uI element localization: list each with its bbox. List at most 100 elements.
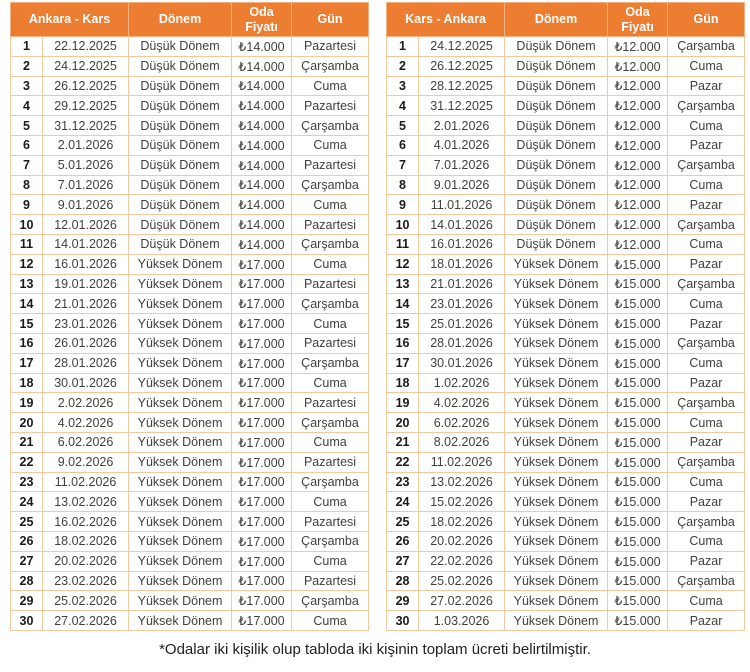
column-header-price: Oda Fiyatı bbox=[607, 2, 669, 37]
date-cell: 18.02.2026 bbox=[41, 530, 130, 552]
date-cell: 28.01.2026 bbox=[41, 352, 130, 374]
price-cell: ₺17.000 bbox=[231, 451, 293, 473]
price-cell: ₺17.000 bbox=[231, 471, 293, 493]
period-cell: Düşük Dönem bbox=[504, 75, 609, 97]
date-cell: 13.02.2026 bbox=[41, 491, 130, 513]
table-row: 28 23.02.2026 Yüksek Dönem ₺17.000 Pazartesi bbox=[10, 570, 370, 592]
period-cell: Yüksek Dönem bbox=[504, 352, 609, 374]
row-number: 17 bbox=[386, 352, 420, 374]
day-cell: Çarşamba bbox=[291, 412, 370, 433]
price-cell: ₺17.000 bbox=[231, 253, 293, 275]
row-number: 16 bbox=[10, 332, 43, 354]
price-cell: ₺17.000 bbox=[231, 293, 293, 315]
row-number: 9 bbox=[10, 194, 43, 216]
row-number: 15 bbox=[386, 313, 420, 334]
period-cell: Yüksek Dönem bbox=[128, 392, 233, 414]
date-cell: 12.01.2026 bbox=[41, 214, 130, 235]
row-number: 11 bbox=[386, 233, 420, 255]
day-cell: Çarşamba bbox=[291, 293, 370, 315]
period-cell: Yüksek Dönem bbox=[504, 392, 609, 414]
table-row: 3 26.12.2025 Düşük Dönem ₺14.000 Cuma bbox=[10, 75, 370, 97]
date-cell: 7.01.2026 bbox=[41, 174, 130, 196]
day-cell: Pazar bbox=[667, 253, 746, 275]
period-cell: Yüksek Dönem bbox=[128, 570, 233, 592]
row-number: 1 bbox=[10, 36, 43, 57]
price-cell: ₺12.000 bbox=[607, 55, 669, 77]
date-cell: 29.12.2025 bbox=[41, 95, 130, 117]
row-number: 29 bbox=[10, 590, 43, 612]
date-cell: 31.12.2025 bbox=[41, 115, 130, 136]
period-cell: Yüksek Dönem bbox=[128, 352, 233, 374]
period-cell: Yüksek Dönem bbox=[504, 372, 609, 394]
price-cell: ₺15.000 bbox=[607, 253, 669, 275]
row-number: 20 bbox=[386, 412, 420, 433]
price-cell: ₺12.000 bbox=[607, 115, 669, 136]
row-number: 27 bbox=[10, 550, 43, 572]
day-cell: Cuma bbox=[667, 352, 746, 374]
price-cell: ₺15.000 bbox=[607, 590, 669, 612]
date-cell: 24.12.2025 bbox=[41, 55, 130, 77]
date-cell: 25.02.2026 bbox=[418, 570, 506, 592]
day-cell: Çarşamba bbox=[291, 471, 370, 493]
table-row: 29 25.02.2026 Yüksek Dönem ₺17.000 Çarşamba bbox=[10, 590, 370, 612]
row-number: 26 bbox=[10, 530, 43, 552]
table-row: 9 9.01.2026 Düşük Dönem ₺14.000 Cuma bbox=[10, 194, 370, 216]
period-cell: Yüksek Dönem bbox=[128, 412, 233, 433]
day-cell: Pazartesi bbox=[291, 95, 370, 117]
row-number: 10 bbox=[386, 214, 420, 235]
day-cell: Çarşamba bbox=[291, 55, 370, 77]
price-cell: ₺15.000 bbox=[607, 550, 669, 572]
row-number: 18 bbox=[386, 372, 420, 394]
row-number: 22 bbox=[386, 451, 420, 473]
price-cell: ₺14.000 bbox=[231, 55, 293, 77]
period-cell: Düşük Dönem bbox=[128, 154, 233, 176]
date-cell: 16.01.2026 bbox=[418, 233, 506, 255]
period-cell: Yüksek Dönem bbox=[128, 332, 233, 354]
row-number: 14 bbox=[10, 293, 43, 315]
price-cell: ₺14.000 bbox=[231, 75, 293, 97]
price-cell: ₺14.000 bbox=[231, 95, 293, 117]
row-number: 5 bbox=[10, 115, 43, 136]
table-row: 24 13.02.2026 Yüksek Dönem ₺17.000 Cuma bbox=[10, 491, 370, 513]
period-cell: Düşük Dönem bbox=[504, 115, 609, 136]
day-cell: Çarşamba bbox=[667, 36, 746, 57]
price-cell: ₺12.000 bbox=[607, 214, 669, 235]
table-row: 16 26.01.2026 Yüksek Dönem ₺17.000 Pazartesi bbox=[10, 332, 370, 354]
table-row: 12 18.01.2026 Yüksek Dönem ₺15.000 Pazar bbox=[386, 253, 746, 275]
table-row: 15 23.01.2026 Yüksek Dönem ₺17.000 Cuma bbox=[10, 313, 370, 334]
column-header-day: Gün bbox=[667, 2, 746, 37]
date-cell: 27.02.2026 bbox=[41, 610, 130, 631]
period-cell: Düşük Dönem bbox=[504, 233, 609, 255]
table-row: 2 26.12.2025 Düşük Dönem ₺12.000 Cuma bbox=[386, 55, 746, 77]
price-cell: ₺12.000 bbox=[607, 36, 669, 57]
column-header-day: Gün bbox=[291, 2, 370, 37]
period-cell: Yüksek Dönem bbox=[504, 511, 609, 532]
row-number: 25 bbox=[386, 511, 420, 532]
day-cell: Çarşamba bbox=[291, 530, 370, 552]
date-cell: 31.12.2025 bbox=[418, 95, 506, 117]
price-cell: ₺17.000 bbox=[231, 313, 293, 334]
period-cell: Yüksek Dönem bbox=[128, 530, 233, 552]
table-row: 6 4.01.2026 Düşük Dönem ₺12.000 Pazar bbox=[386, 134, 746, 156]
price-cell: ₺17.000 bbox=[231, 610, 293, 631]
row-number: 23 bbox=[10, 471, 43, 493]
table-row: 6 2.01.2026 Düşük Dönem ₺14.000 Cuma bbox=[10, 134, 370, 156]
period-cell: Düşük Dönem bbox=[128, 55, 233, 77]
period-cell: Düşük Dönem bbox=[504, 154, 609, 176]
period-cell: Yüksek Dönem bbox=[128, 590, 233, 612]
period-cell: Yüksek Dönem bbox=[504, 610, 609, 631]
price-cell: ₺12.000 bbox=[607, 95, 669, 117]
price-cell: ₺12.000 bbox=[607, 233, 669, 255]
table-header: Kars - Ankara Dönem Oda Fiyatı Gün bbox=[386, 2, 746, 37]
price-cell: ₺15.000 bbox=[607, 293, 669, 315]
date-cell: 6.02.2026 bbox=[41, 431, 130, 453]
table-row: 3 28.12.2025 Düşük Dönem ₺12.000 Pazar bbox=[386, 75, 746, 97]
price-cell: ₺15.000 bbox=[607, 451, 669, 473]
date-cell: 28.12.2025 bbox=[418, 75, 506, 97]
date-cell: 20.02.2026 bbox=[41, 550, 130, 572]
table-row: 1 22.12.2025 Düşük Dönem ₺14.000 Pazartesi bbox=[10, 36, 370, 57]
day-cell: Pazar bbox=[667, 75, 746, 97]
row-number: 23 bbox=[386, 471, 420, 493]
price-cell: ₺15.000 bbox=[607, 352, 669, 374]
date-cell: 9.01.2026 bbox=[41, 194, 130, 216]
